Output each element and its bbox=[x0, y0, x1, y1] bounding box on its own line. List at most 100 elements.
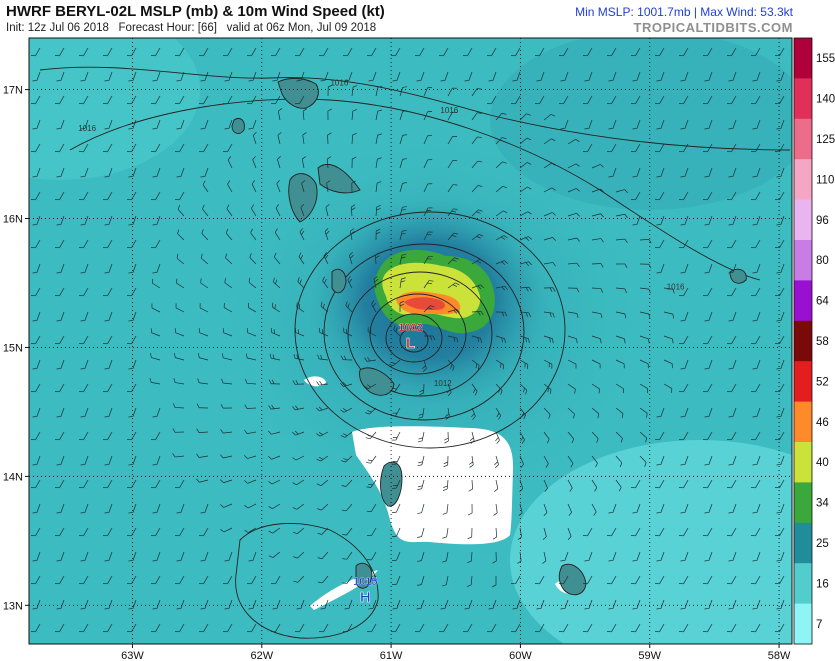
wind-barb bbox=[752, 119, 761, 130]
wind-barb bbox=[656, 215, 665, 226]
wind-barb bbox=[776, 71, 785, 82]
wind-barb bbox=[365, 407, 377, 415]
wind-barb bbox=[128, 71, 137, 82]
wind-barb bbox=[567, 503, 572, 516]
wind-barb bbox=[151, 575, 161, 585]
isobar-labels: 1016 1016 1016 1016 1012 bbox=[78, 79, 685, 388]
colorbar-swatch bbox=[794, 320, 812, 362]
lon-tick-label: 63W bbox=[121, 650, 144, 661]
wind-barb bbox=[591, 164, 604, 169]
isobar-label: 1016 bbox=[330, 79, 348, 88]
wind-barb bbox=[416, 71, 425, 82]
wind-barb bbox=[55, 335, 65, 345]
wind-barb bbox=[375, 85, 383, 97]
wind-barb bbox=[316, 406, 329, 412]
lon-tick-label: 62W bbox=[250, 650, 273, 661]
wind-barb bbox=[175, 527, 185, 537]
wind-barb bbox=[727, 527, 737, 537]
wind-barb bbox=[703, 431, 713, 441]
wind-barb bbox=[494, 479, 499, 492]
wind-barb bbox=[663, 383, 673, 393]
center-symbol: H bbox=[360, 589, 371, 606]
wind-barb bbox=[248, 277, 257, 289]
wind-barb bbox=[316, 455, 329, 462]
wind-barb bbox=[31, 527, 41, 537]
wind-barb bbox=[220, 403, 233, 409]
colorbar-label: 40 bbox=[816, 457, 829, 469]
wind-barb bbox=[104, 407, 113, 418]
wind-barb bbox=[351, 109, 358, 121]
wind-barb bbox=[55, 527, 65, 537]
wind-barb bbox=[591, 311, 603, 319]
wind-barb bbox=[56, 455, 65, 466]
wind-barb bbox=[56, 359, 65, 370]
island-guadeloupe bbox=[288, 163, 361, 223]
island-barbuda bbox=[277, 77, 319, 109]
wind-barb bbox=[584, 551, 593, 562]
wind-barb bbox=[222, 328, 233, 337]
wind-barb bbox=[752, 71, 761, 82]
wind-barb bbox=[519, 236, 532, 241]
wind-barb bbox=[364, 383, 377, 389]
wind-barb bbox=[752, 503, 761, 514]
wind-barb bbox=[31, 287, 41, 297]
wind-barb bbox=[655, 431, 665, 441]
wind-barb bbox=[567, 479, 573, 492]
wind-barb bbox=[447, 359, 455, 371]
wind-barb bbox=[244, 404, 257, 409]
wind-barb bbox=[542, 551, 547, 564]
wind-barb bbox=[631, 527, 641, 537]
wind-barb bbox=[519, 113, 531, 121]
wind-barb bbox=[350, 204, 356, 217]
wind-barb bbox=[663, 335, 674, 344]
wind-barb bbox=[271, 623, 281, 633]
wind-barb bbox=[292, 479, 305, 486]
wind-barb bbox=[224, 119, 233, 130]
wind-barb bbox=[704, 455, 713, 466]
wind-barb bbox=[631, 623, 641, 633]
wind-barb bbox=[543, 187, 556, 193]
wind-barb bbox=[196, 403, 209, 409]
wind-barb bbox=[247, 95, 257, 105]
wind-barb bbox=[103, 383, 113, 393]
wind-barb bbox=[423, 183, 433, 193]
wind-barb bbox=[543, 237, 556, 241]
wind-barb bbox=[727, 47, 737, 57]
wind-barb bbox=[728, 263, 737, 274]
wind-barb bbox=[175, 143, 185, 153]
colorbar-swatch bbox=[794, 280, 812, 322]
wind-barb bbox=[199, 575, 209, 585]
wind-barb bbox=[248, 119, 257, 130]
wind-barb bbox=[680, 263, 689, 274]
wind-barb bbox=[391, 47, 401, 57]
wind-barb bbox=[326, 180, 331, 193]
wind-barb bbox=[271, 95, 281, 105]
colorbar-label: 7 bbox=[816, 619, 822, 631]
wind-barb bbox=[583, 575, 593, 585]
wind-barb bbox=[32, 263, 41, 274]
wind-barb bbox=[80, 503, 89, 514]
colorbar-frame bbox=[793, 37, 813, 645]
wind-barb bbox=[103, 287, 113, 297]
lon-tick-label: 61W bbox=[380, 650, 403, 661]
wind-barb bbox=[251, 180, 257, 193]
lon-tick-label: 58W bbox=[768, 650, 791, 661]
wind-barb bbox=[442, 527, 449, 539]
wind-barb bbox=[444, 431, 449, 444]
wind-barb bbox=[223, 303, 233, 313]
wind-barb bbox=[447, 308, 460, 314]
wind-barb bbox=[467, 527, 473, 540]
wind-barb bbox=[245, 379, 257, 385]
colorbar-label: 110 bbox=[816, 174, 834, 186]
wind-barb bbox=[728, 599, 737, 610]
wind-barb bbox=[31, 335, 41, 345]
wind-barb bbox=[319, 623, 329, 633]
wind-barb bbox=[775, 383, 785, 393]
wind-barb bbox=[679, 47, 689, 57]
wind-barb bbox=[317, 503, 329, 511]
wind-barb bbox=[367, 47, 377, 57]
wind-barb bbox=[584, 71, 593, 82]
wind-barb bbox=[342, 527, 353, 536]
wind-barb bbox=[272, 599, 281, 610]
wind-barb bbox=[391, 623, 401, 633]
